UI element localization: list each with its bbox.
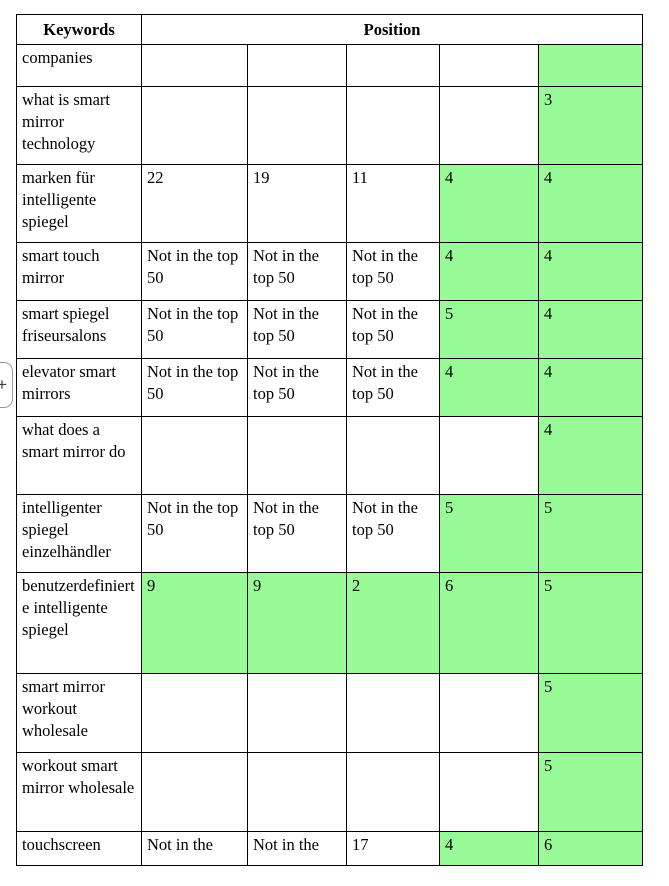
- position-cell: [247, 44, 347, 87]
- position-cell: 4: [537, 242, 644, 301]
- keyword-cell: what is smart mirror technology: [16, 86, 142, 165]
- position-cell: Not in the top 50: [346, 300, 440, 359]
- table-body: companies what is smart mirror technology…: [16, 44, 644, 866]
- position-cell: 2: [346, 572, 440, 674]
- position-cell: 5: [537, 673, 644, 753]
- position-cell: [346, 416, 440, 495]
- table-row: marken für intelligente spiegel 22 19 11 4 4: [16, 164, 644, 243]
- position-cell: Not in the top 50: [346, 358, 440, 417]
- position-cell: 5: [537, 572, 644, 674]
- position-cell: 9: [247, 572, 347, 674]
- keyword-cell: companies: [16, 44, 142, 87]
- position-cell: Not in the: [247, 831, 347, 866]
- position-cell: [141, 416, 248, 495]
- position-cell: [141, 44, 248, 87]
- position-cell: 11: [346, 164, 440, 243]
- position-cell: Not in the top 50: [346, 494, 440, 573]
- position-cell: 4: [537, 358, 644, 417]
- position-cell: Not in the top 50: [141, 494, 248, 573]
- position-cell: Not in the: [141, 831, 248, 866]
- table-row: touchscreen Not in the Not in the 17 4 6: [16, 831, 644, 866]
- keyword-position-table-wrap: Keywords Position companies what is smart…: [16, 14, 644, 866]
- position-cell: 5: [537, 752, 644, 832]
- position-cell: 4: [439, 358, 539, 417]
- table-row: workout smart mirror wholesale 5: [16, 752, 644, 832]
- position-cell: 5: [439, 300, 539, 359]
- position-cell: [141, 86, 248, 165]
- position-cell: Not in the top 50: [247, 300, 347, 359]
- position-cell: [346, 86, 440, 165]
- position-cell: 17: [346, 831, 440, 866]
- position-cell: 4: [537, 164, 644, 243]
- position-header: Position: [140, 14, 644, 45]
- position-cell: 4: [439, 831, 539, 866]
- position-cell: [141, 752, 248, 832]
- table-row: smart touch mirror Not in the top 50 Not i…: [16, 242, 644, 301]
- position-cell: [247, 673, 347, 753]
- keyword-cell: what does a smart mirror do: [16, 416, 142, 495]
- position-cell: [247, 752, 347, 832]
- position-cell: 5: [537, 494, 644, 573]
- position-cell: [346, 673, 440, 753]
- position-cell: Not in the top 50: [247, 494, 347, 573]
- position-cell: [141, 673, 248, 753]
- table-row: smart mirror workout wholesale 5: [16, 673, 644, 753]
- keyword-cell: workout smart mirror wholesale: [16, 752, 142, 832]
- position-cell: [346, 44, 440, 87]
- keyword-cell: intelligenter spiegel einzelhändler: [16, 494, 142, 573]
- table-row: benutzerdefinierte intelligente spiegel 9…: [16, 572, 644, 674]
- keyword-cell: touchscreen: [16, 831, 142, 866]
- keyword-position-table: Keywords Position companies what is smart…: [16, 14, 644, 866]
- keywords-header: Keywords: [16, 14, 142, 45]
- insert-row-button[interactable]: +: [0, 362, 13, 408]
- keyword-cell: benutzerdefinierte intelligente spiegel: [16, 572, 142, 674]
- position-cell: 6: [537, 831, 644, 866]
- position-cell: 19: [247, 164, 347, 243]
- position-cell: [247, 86, 347, 165]
- position-cell: [346, 752, 440, 832]
- header-row: Keywords Position: [16, 14, 644, 45]
- position-cell: Not in the top 50: [141, 300, 248, 359]
- table-row: intelligenter spiegel einzelhändler Not i…: [16, 494, 644, 573]
- position-cell: Not in the top 50: [247, 242, 347, 301]
- position-cell: [439, 86, 539, 165]
- position-cell: Not in the top 50: [247, 358, 347, 417]
- position-cell: Not in the top 50: [141, 242, 248, 301]
- keyword-cell: marken für intelligente spiegel: [16, 164, 142, 243]
- position-cell: Not in the top 50: [141, 358, 248, 417]
- position-cell: Not in the top 50: [346, 242, 440, 301]
- table-row: elevator smart mirrors Not in the top 50 N…: [16, 358, 644, 417]
- position-cell: 3: [537, 86, 644, 165]
- position-cell: [439, 44, 539, 87]
- table-row: smart spiegel friseursalons Not in the to…: [16, 300, 644, 359]
- position-cell: 5: [439, 494, 539, 573]
- position-cell: 22: [141, 164, 248, 243]
- position-cell: 9: [141, 572, 248, 674]
- keyword-cell: smart mirror workout wholesale: [16, 673, 142, 753]
- position-cell: 4: [537, 416, 644, 495]
- table-row: what is smart mirror technology 3: [16, 86, 644, 165]
- position-cell: [537, 44, 644, 87]
- plus-icon: +: [0, 375, 7, 394]
- keyword-cell: elevator smart mirrors: [16, 358, 142, 417]
- position-cell: [439, 752, 539, 832]
- position-cell: [439, 416, 539, 495]
- position-cell: [247, 416, 347, 495]
- position-cell: 4: [537, 300, 644, 359]
- table-row: what does a smart mirror do 4: [16, 416, 644, 495]
- keyword-cell: smart touch mirror: [16, 242, 142, 301]
- keyword-cell: smart spiegel friseursalons: [16, 300, 142, 359]
- table-row: companies: [16, 44, 644, 87]
- position-cell: 6: [439, 572, 539, 674]
- position-cell: 4: [439, 164, 539, 243]
- position-cell: [439, 673, 539, 753]
- position-cell: 4: [439, 242, 539, 301]
